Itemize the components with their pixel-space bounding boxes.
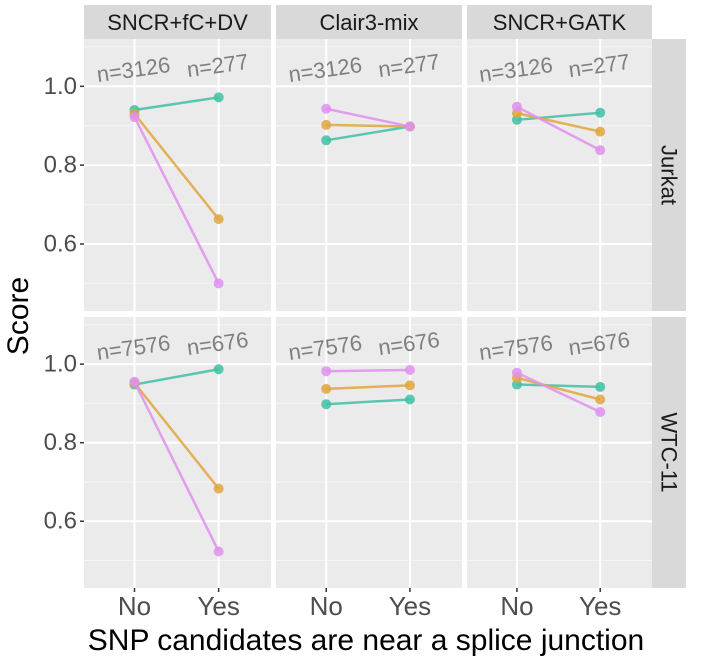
- series-line-teal: [326, 398, 410, 406]
- data-point-violet-no: [129, 112, 140, 123]
- data-point-teal-yes: [595, 107, 606, 118]
- strips-layer: SNCR+fC+DV Clair3-mix SNCR+GATK Jurkat WTC-1…: [84, 5, 686, 588]
- series-line-teal: [516, 111, 601, 122]
- y-tick-label-jurkat: 0.6: [44, 230, 77, 257]
- series-line-violet: [516, 371, 601, 414]
- data-point-orange-yes: [213, 483, 224, 494]
- series-line-orange: [133, 382, 220, 490]
- data-point-violet-yes: [404, 121, 415, 132]
- panel-wtc-11-sncr-gatk: n=7576 n=676: [467, 317, 652, 588]
- data-point-violet-yes: [595, 407, 606, 418]
- panel-background: [467, 39, 652, 311]
- data-point-violet-yes: [213, 278, 224, 289]
- data-point-teal-yes: [595, 381, 606, 392]
- series-line-orange: [133, 113, 220, 220]
- data-point-violet-no: [321, 366, 332, 377]
- data-point-violet-no: [511, 367, 522, 378]
- series-line-teal: [134, 96, 219, 112]
- x-tick-label-yes: Yes: [197, 591, 239, 621]
- x-tick-label-no: No: [118, 591, 151, 621]
- strip-clair3-mix: [276, 5, 462, 39]
- y-tick-label-jurkat: 0.8: [44, 152, 77, 179]
- data-point-orange-yes: [595, 394, 606, 405]
- data-point-violet-yes: [404, 365, 415, 376]
- x-tick-label-no: No: [310, 591, 343, 621]
- y-axis-title: Score: [2, 277, 35, 355]
- strip-label-wtc-11: WTC-11: [657, 412, 682, 492]
- strip-label-sncr-gatk: SNCR+GATK: [493, 10, 627, 35]
- strip-wtc-11: [652, 317, 686, 588]
- series-line-violet: [516, 105, 601, 152]
- data-point-teal-no: [321, 135, 332, 146]
- x-axis-layer: No Yes No Yes No Yes: [118, 588, 621, 621]
- series-line-violet: [133, 116, 220, 284]
- x-tick-label-no: No: [500, 591, 533, 621]
- strip-label-sncr-fc-dv: SNCR+fC+DV: [107, 10, 248, 35]
- x-tick-label-yes: Yes: [389, 591, 431, 621]
- panel-jurkat-sncr-fc-dv: n=3126 n=277: [84, 39, 271, 311]
- data-point-violet-no: [321, 103, 332, 114]
- x-tick-label-yes: Yes: [579, 591, 621, 621]
- strip-jurkat: [652, 39, 686, 311]
- y-tick-label-jurkat: 1.0: [44, 73, 77, 100]
- y-tick-label-wtc-11: 0.6: [44, 508, 77, 535]
- data-point-violet-no: [129, 376, 140, 387]
- panel-wtc-11-clair3-mix: n=7576 n=676: [276, 317, 462, 588]
- panel-background: [276, 317, 462, 588]
- panel-background: [84, 317, 271, 588]
- panel-background: [84, 39, 271, 311]
- series-line-orange: [516, 111, 601, 133]
- series-line-orange: [516, 376, 601, 401]
- panel-jurkat-sncr-gatk: n=3126 n=277: [467, 39, 652, 311]
- y-tick-label-wtc-11: 0.8: [44, 429, 77, 456]
- strip-sncr-gatk: [467, 5, 652, 39]
- panel-jurkat-clair3-mix: n=3126 n=277: [276, 39, 462, 311]
- data-point-violet-yes: [213, 546, 224, 557]
- strip-sncr-fc-dv: [84, 5, 271, 39]
- series-line-violet: [133, 381, 220, 553]
- data-point-orange-no: [321, 119, 332, 130]
- data-point-orange-yes: [595, 126, 606, 137]
- data-point-violet-no: [511, 101, 522, 112]
- data-point-teal-yes: [404, 394, 415, 405]
- strip-label-jurkat: Jurkat: [657, 145, 682, 205]
- x-axis-title: SNP candidates are near a splice junctio…: [88, 624, 644, 657]
- series-line-violet: [325, 107, 411, 128]
- data-point-teal-yes: [213, 364, 224, 375]
- y-tick-label-wtc-11: 1.0: [44, 351, 77, 378]
- data-point-violet-yes: [595, 145, 606, 156]
- y-axis-layer: 0.6 0.8 1.0 0.6 0.8 1.0: [44, 73, 84, 535]
- panel-background: [467, 317, 652, 588]
- data-point-orange-no: [321, 383, 332, 394]
- series-line-orange: [326, 384, 410, 391]
- series-line-teal: [516, 383, 601, 389]
- data-point-teal-yes: [213, 92, 224, 103]
- data-point-teal-no: [321, 399, 332, 410]
- series-line-violet: [326, 368, 410, 373]
- panel-background: [276, 39, 462, 311]
- series-line-orange: [326, 123, 410, 128]
- series-line-teal: [134, 368, 219, 386]
- series-line-teal: [326, 125, 411, 142]
- data-point-orange-yes: [213, 214, 224, 225]
- data-point-orange-yes: [404, 380, 415, 391]
- strip-label-clair3-mix: Clair3-mix: [320, 10, 419, 35]
- panel-wtc-11-sncr-fc-dv: n=7576 n=676: [84, 317, 271, 588]
